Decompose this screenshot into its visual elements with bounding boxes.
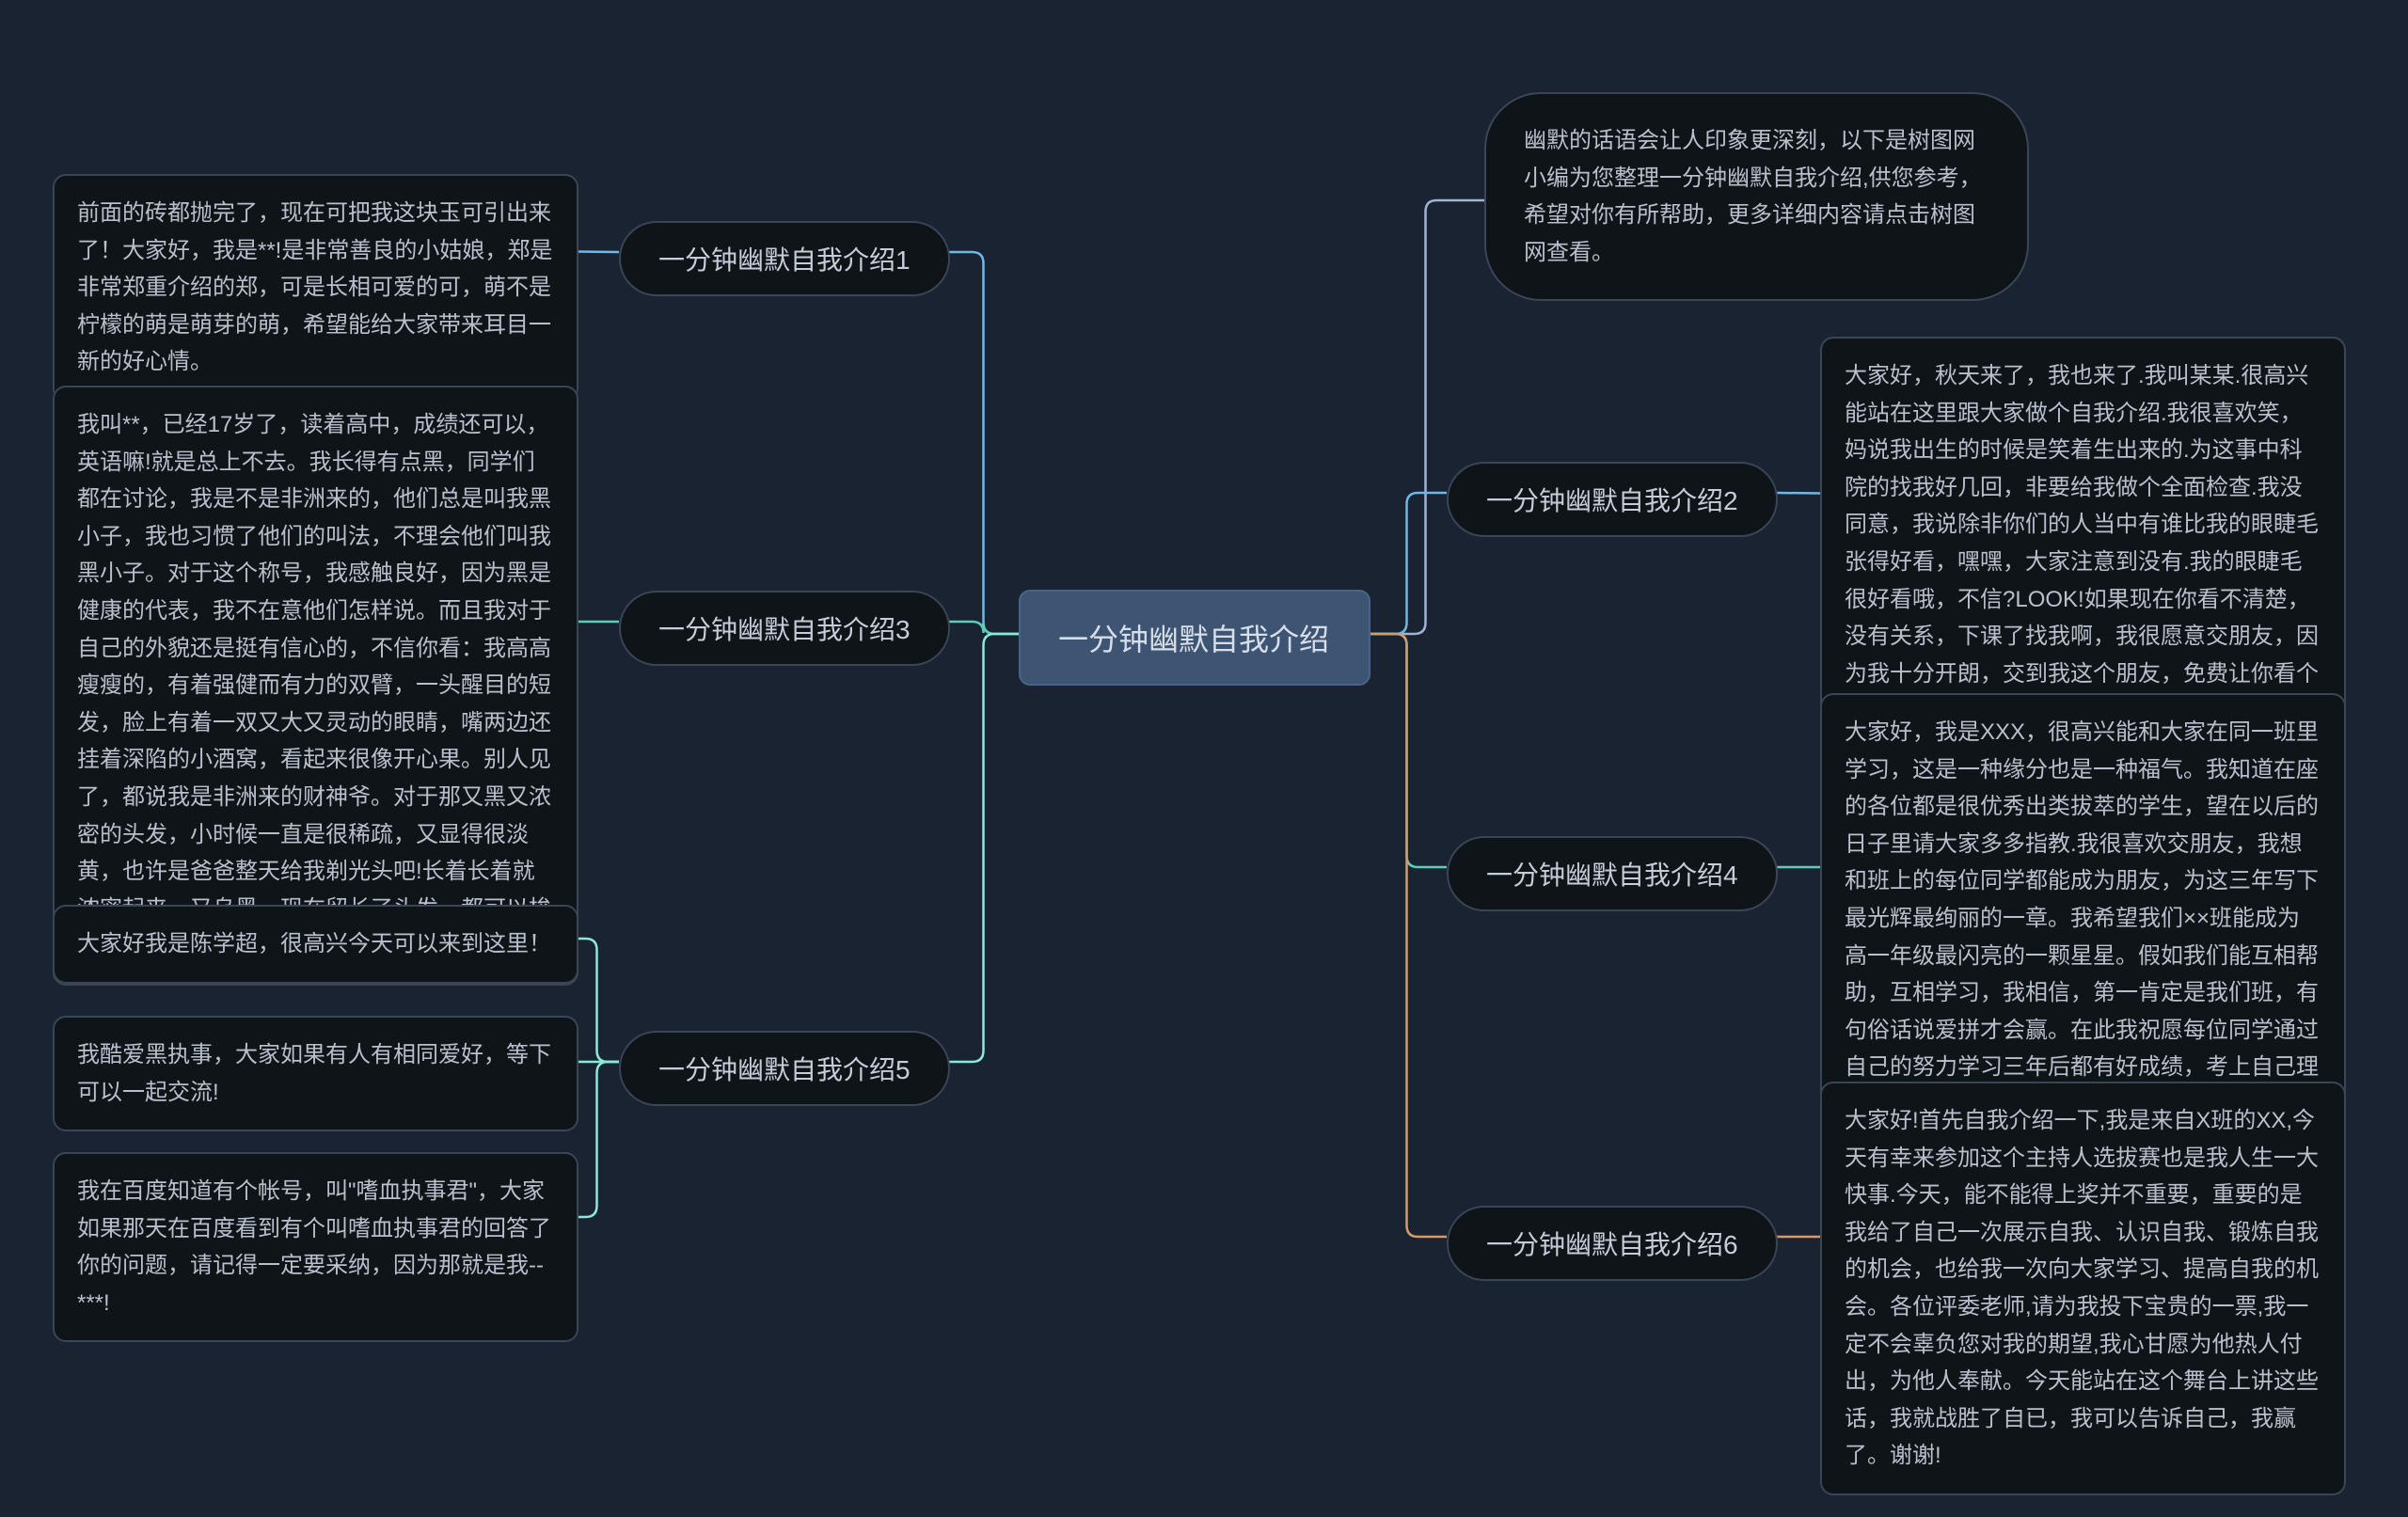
root-node[interactable]: 一分钟幽默自我介绍 xyxy=(1019,590,1370,686)
intro-leaf[interactable]: 幽默的话语会让人印象更深刻，以下是树图网小编为您整理一分钟幽默自我介绍,供您参考… xyxy=(1484,92,2029,301)
leaf-text: 大家好，秋天来了，我也来了.我叫某某.很高兴能站在这里跟大家做个自我介绍.我很喜… xyxy=(1845,363,2319,723)
branch-label: 一分钟幽默自我介绍3 xyxy=(658,615,911,644)
branch-label: 一分钟幽默自我介绍5 xyxy=(658,1055,911,1084)
leaf-node-5c[interactable]: 我在百度知道有个帐号，叫"嗜血执事君"，大家如果那天在百度看到有个叫嗜血执事君的… xyxy=(53,1152,578,1342)
leaf-node-3[interactable]: 我叫**，已经17岁了，读着高中，成绩还可以，英语嘛!就是总上不去。我长得有点黑… xyxy=(53,386,578,986)
branch-label: 一分钟幽默自我介绍6 xyxy=(1486,1230,1738,1259)
leaf-node-4[interactable]: 大家好，我是XXX，很高兴能和大家在同一班里学习，这是一种缘分也是一种福气。我知… xyxy=(1820,693,2346,1145)
leaf-text: 我在百度知道有个帐号，叫"嗜血执事君"，大家如果那天在百度看到有个叫嗜血执事君的… xyxy=(77,1178,551,1316)
leaf-node-1[interactable]: 前面的砖都抛完了，现在可把我这块玉可引出来了！大家好，我是**!是非常善良的小姑… xyxy=(53,174,578,402)
leaf-text: 大家好，我是XXX，很高兴能和大家在同一班里学习，这是一种缘分也是一种福气。我知… xyxy=(1845,719,2319,1117)
intro-text: 幽默的话语会让人印象更深刻，以下是树图网小编为您整理一分钟幽默自我介绍,供您参考… xyxy=(1524,128,1982,265)
leaf-text: 前面的砖都抛完了，现在可把我这块玉可引出来了！大家好，我是**!是非常善良的小姑… xyxy=(77,200,552,374)
branch-label: 一分钟幽默自我介绍4 xyxy=(1486,861,1738,890)
branch-node-5[interactable]: 一分钟幽默自我介绍5 xyxy=(619,1031,950,1106)
leaf-node-2[interactable]: 大家好，秋天来了，我也来了.我叫某某.很高兴能站在这里跟大家做个自我介绍.我很喜… xyxy=(1820,337,2346,751)
leaf-text: 大家好我是陈学超，很高兴今天可以来到这里！ xyxy=(77,931,551,956)
leaf-node-5b[interactable]: 我酷爱黑执事，大家如果有人有相同爱好，等下可以一起交流! xyxy=(53,1016,578,1131)
branch-node-6[interactable]: 一分钟幽默自我介绍6 xyxy=(1447,1206,1778,1281)
branch-node-4[interactable]: 一分钟幽默自我介绍4 xyxy=(1447,836,1778,911)
branch-node-2[interactable]: 一分钟幽默自我介绍2 xyxy=(1447,462,1778,537)
branch-node-1[interactable]: 一分钟幽默自我介绍1 xyxy=(619,221,950,296)
branch-label: 一分钟幽默自我介绍2 xyxy=(1486,486,1738,515)
leaf-text: 我酷爱黑执事，大家如果有人有相同爱好，等下可以一起交流! xyxy=(77,1042,551,1105)
branch-label: 一分钟幽默自我介绍1 xyxy=(658,245,911,275)
mindmap-canvas: 一分钟幽默自我介绍 幽默的话语会让人印象更深刻，以下是树图网小编为您整理一分钟幽… xyxy=(0,0,2408,1517)
branch-node-3[interactable]: 一分钟幽默自我介绍3 xyxy=(619,591,950,666)
root-label: 一分钟幽默自我介绍 xyxy=(1058,623,1329,656)
leaf-node-5a[interactable]: 大家好我是陈学超，很高兴今天可以来到这里！ xyxy=(53,905,578,984)
leaf-text: 我叫**，已经17岁了，读着高中，成绩还可以，英语嘛!就是总上不去。我长得有点黑… xyxy=(77,412,551,958)
leaf-text: 大家好!首先自我介绍一下,我是来自X班的XX,今天有幸来参加这个主持人选拔赛也是… xyxy=(1845,1108,2319,1468)
leaf-node-6[interactable]: 大家好!首先自我介绍一下,我是来自X班的XX,今天有幸来参加这个主持人选拔赛也是… xyxy=(1820,1082,2346,1495)
